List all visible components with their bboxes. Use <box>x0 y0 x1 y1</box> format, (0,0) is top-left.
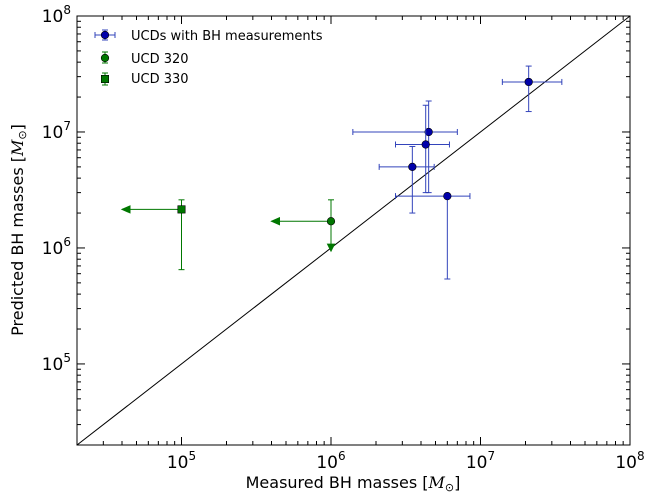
series-2 <box>270 199 336 253</box>
x-tick-label: 105 <box>167 449 196 473</box>
data-point-circle <box>421 140 430 149</box>
x-limit-arrowhead <box>270 216 281 226</box>
y-tick-label: 106 <box>42 235 71 259</box>
data-point-square <box>177 205 186 214</box>
legend-entry-ucds: UCDs with BH measurements <box>94 29 323 44</box>
x-tick-label: 108 <box>615 449 644 473</box>
legend-entry-ucd330: UCD 330 <box>101 72 189 87</box>
legend-label: UCDs with BH measurements <box>131 29 323 44</box>
series-1 <box>352 65 563 280</box>
x-limit-arrowhead <box>120 205 131 214</box>
data-point-circle <box>443 191 452 201</box>
data-point-circle <box>408 162 417 171</box>
x-tick-label: 106 <box>316 449 345 473</box>
legend-marker-circle-green <box>100 53 110 63</box>
legend-marker-square-green <box>101 75 110 84</box>
y-tick-label: 108 <box>42 3 71 27</box>
axis-ticks <box>76 15 631 446</box>
legend-label: UCD 320 <box>131 52 189 67</box>
x-tick-label: 107 <box>466 449 495 473</box>
y-tick-label: 105 <box>42 351 71 375</box>
data-point-circle <box>524 77 533 87</box>
x-axis-title: Measured BH masses [M⊙] <box>246 473 461 493</box>
one-to-one-line <box>76 15 631 446</box>
y-axis-title: Predicted BH masses [M⊙] <box>8 124 29 336</box>
legend: UCDs with BH measurements UCD 320 UCD 33… <box>94 29 323 87</box>
plot-content <box>76 15 631 446</box>
plot-frame <box>76 15 631 446</box>
data-point-circle <box>326 217 336 226</box>
series-3 <box>120 199 186 271</box>
data-point-circle <box>424 127 433 137</box>
y-limit-arrowhead <box>326 243 336 253</box>
legend-entry-ucd320: UCD 320 <box>100 51 189 67</box>
legend-label: UCD 330 <box>131 72 189 87</box>
y-tick-label: 107 <box>42 119 71 143</box>
legend-marker-circle-blue <box>100 30 110 40</box>
axis-tick-labels: 105 106 107 108 105 106 107 108 <box>42 3 645 473</box>
